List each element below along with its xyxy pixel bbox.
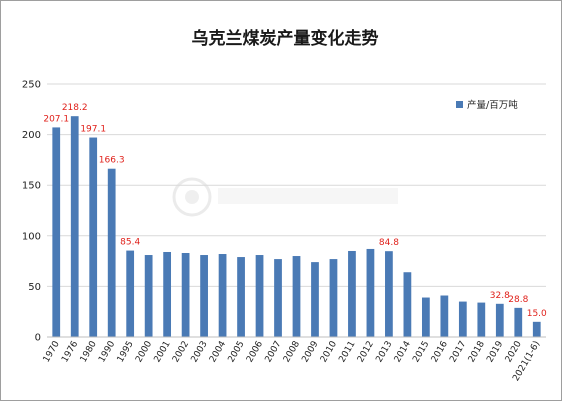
x-tick-label: 2012	[356, 340, 376, 365]
bar	[274, 259, 282, 337]
x-tick-label: 2002	[171, 340, 191, 365]
data-label: 218.2	[62, 103, 88, 113]
x-tick-label: 2017	[448, 340, 468, 365]
bar	[200, 255, 208, 337]
y-tick-label: 100	[22, 231, 41, 242]
y-axis-ticks: 0 50 100 150 200 250	[22, 80, 41, 344]
bar	[218, 254, 227, 337]
bar	[107, 168, 116, 337]
x-tick-label: 2007	[264, 340, 284, 365]
bar	[495, 303, 504, 337]
bar	[237, 257, 245, 337]
bar	[163, 251, 172, 337]
watermark-logo	[172, 177, 398, 217]
x-tick-label: 2004	[208, 339, 228, 364]
bars	[52, 116, 541, 338]
bar	[514, 307, 523, 337]
x-tick-label: 1990	[97, 339, 117, 364]
x-tick-label: 2003	[190, 340, 210, 365]
bar	[366, 248, 375, 337]
data-label: 32.8	[490, 291, 510, 301]
data-label: 85.4	[120, 238, 140, 248]
x-tick-label: 2000	[134, 339, 154, 364]
y-tick-label: 0	[35, 333, 41, 344]
bar	[532, 321, 541, 337]
x-tick-label: 2019	[485, 339, 505, 364]
bar	[458, 301, 467, 337]
x-tick-label: 2015	[411, 340, 431, 365]
y-tick-label: 50	[28, 282, 41, 293]
legend-swatch	[456, 101, 463, 108]
bar	[70, 116, 79, 337]
legend: 产量/百万吨	[456, 99, 518, 111]
data-label: 15.0	[527, 309, 547, 319]
bar	[403, 272, 412, 337]
x-tick-label: 2009	[300, 339, 320, 364]
y-tick-label: 150	[22, 181, 41, 192]
x-tick-label: 2018	[467, 339, 487, 364]
bar	[348, 250, 356, 337]
data-label: 197.1	[80, 125, 106, 135]
bar	[477, 302, 486, 337]
data-label: 84.8	[379, 238, 399, 248]
bar	[144, 255, 153, 337]
bar	[126, 250, 135, 337]
x-tick-label: 2008	[282, 339, 302, 364]
chart-title: 乌克兰煤炭产量变化走势	[192, 28, 379, 49]
bar	[385, 251, 393, 337]
bar	[52, 127, 61, 338]
bar	[89, 137, 98, 337]
bar	[181, 253, 190, 337]
bar	[255, 255, 264, 337]
bar	[311, 262, 319, 337]
bar	[329, 259, 338, 337]
bar	[421, 297, 430, 337]
x-tick-label: 2014	[393, 339, 413, 364]
x-tick-label: 1980	[79, 339, 99, 364]
x-tick-label: 2001	[153, 340, 173, 365]
data-label: 28.8	[508, 295, 528, 305]
x-tick-label: 2013	[374, 340, 394, 365]
data-label: 207.1	[43, 114, 69, 124]
y-tick-label: 250	[22, 80, 41, 91]
legend-label: 产量/百万吨	[467, 99, 518, 111]
x-tick-label: 2005	[227, 340, 247, 365]
bar	[292, 256, 301, 337]
x-tick-label: 2011	[337, 340, 357, 365]
x-tick-label: 2010	[319, 339, 339, 364]
data-label: 166.3	[99, 156, 125, 166]
x-tick-label: 1970	[42, 339, 62, 364]
x-axis-ticks: 1970197619801990199520002001200220032004…	[42, 339, 543, 383]
x-tick-label: 1976	[60, 339, 80, 364]
x-tick-label: 2006	[245, 339, 265, 364]
y-tick-label: 200	[22, 130, 41, 141]
x-tick-label: 2016	[430, 339, 450, 364]
x-tick-label: 1995	[116, 340, 136, 365]
bar	[440, 295, 449, 337]
